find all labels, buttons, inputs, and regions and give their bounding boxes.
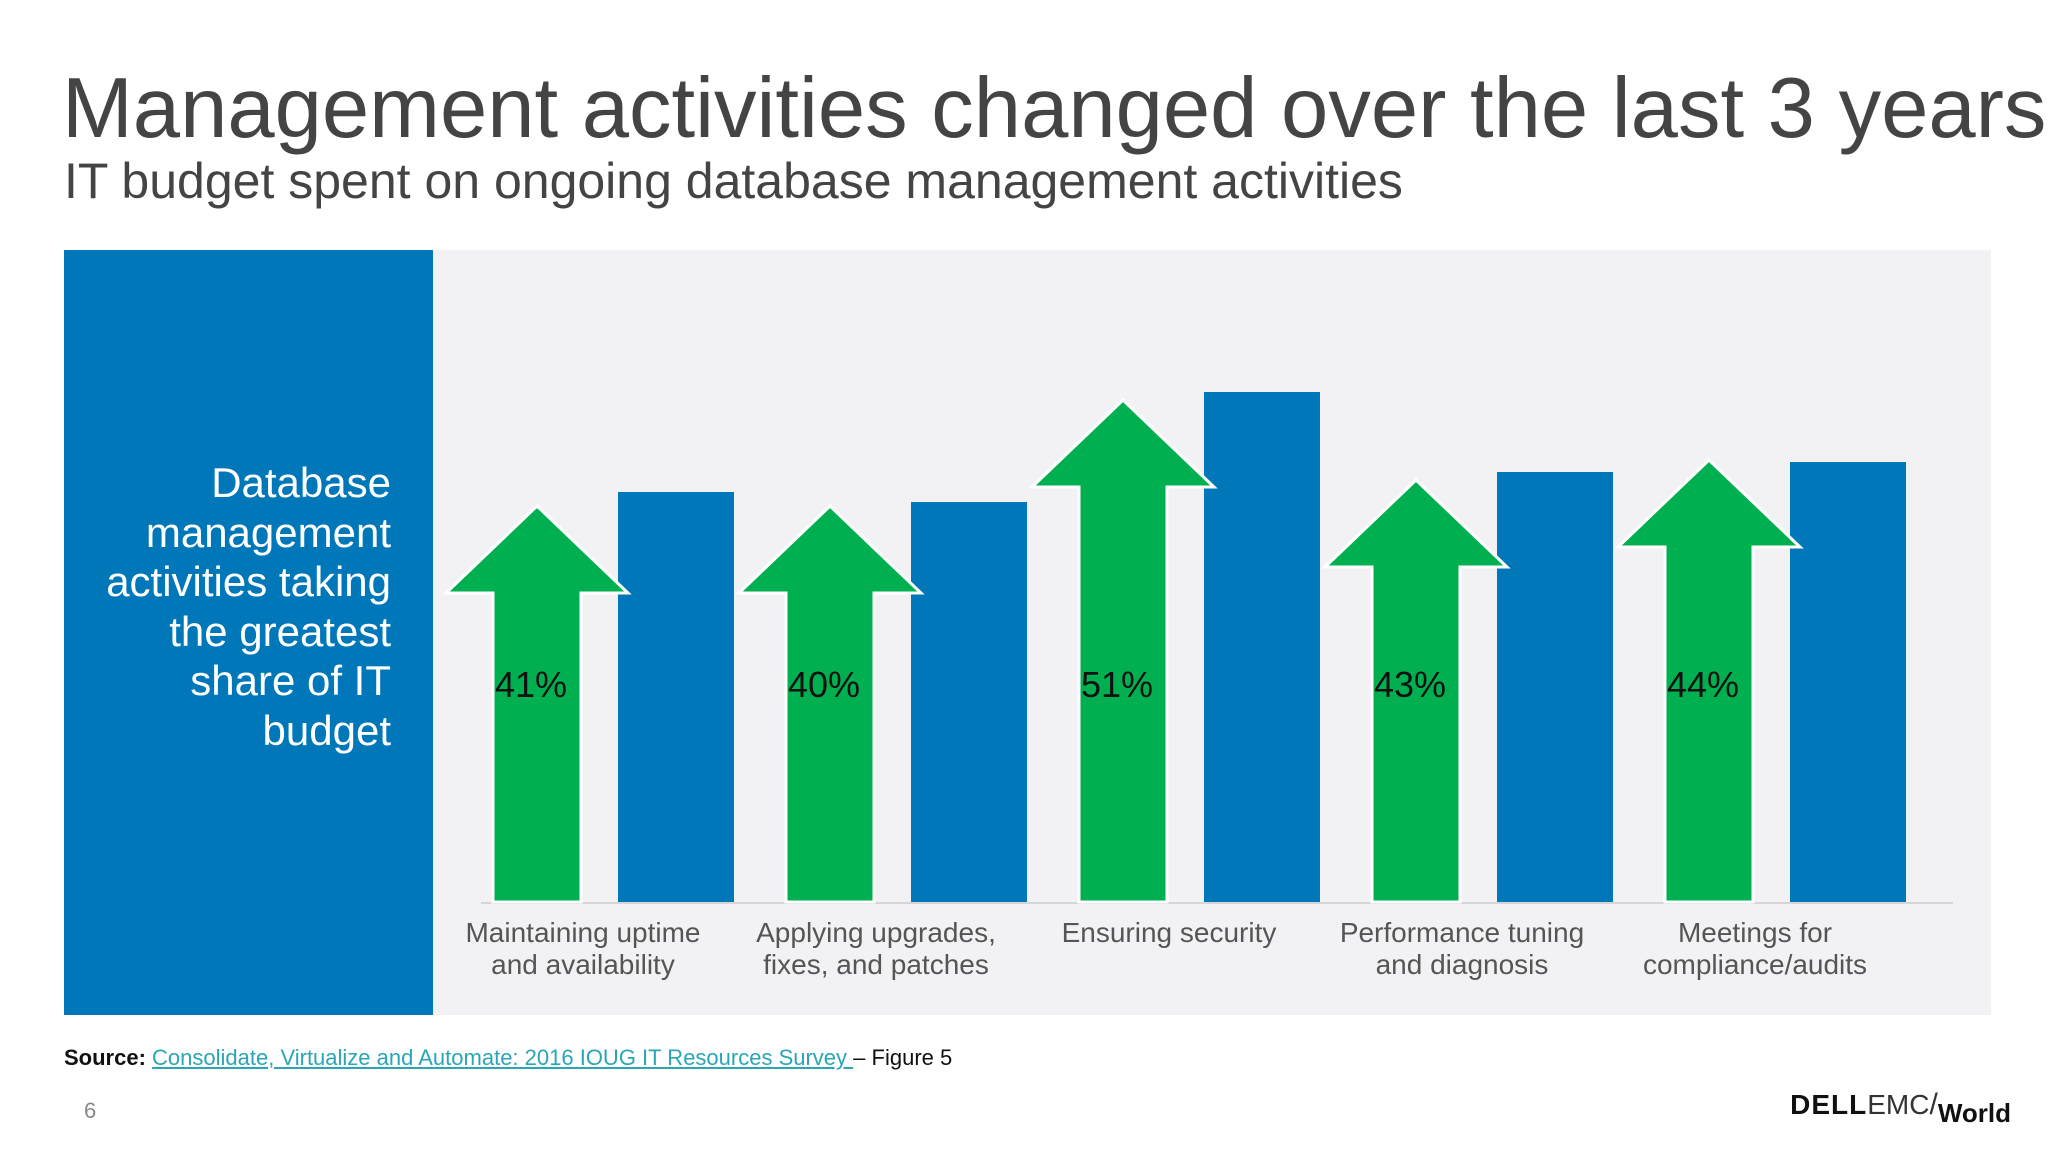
source-suffix: – Figure 5 <box>853 1045 953 1070</box>
category-label-1-1: fixes, and patches <box>763 949 989 980</box>
growth-arrow-0 <box>442 503 632 904</box>
value-label-2: 51% <box>1081 664 1153 705</box>
bar-0 <box>618 492 734 902</box>
page-subtitle: IT budget spent on ongoing database mana… <box>64 153 1403 209</box>
logo-emc: EMC <box>1867 1089 1930 1120</box>
logo-world: World <box>1937 1098 2011 1128</box>
dell-emc-world-logo: DELLEMC/World <box>1790 1088 2011 1128</box>
value-label-0: 41% <box>495 664 567 705</box>
category-label-1-0: Applying upgrades, <box>756 917 996 948</box>
logo-dell: DELL <box>1790 1089 1868 1120</box>
source-link[interactable]: Consolidate, Virtualize and Automate: 20… <box>152 1045 854 1070</box>
category-label-3-1: and diagnosis <box>1376 949 1549 980</box>
source-line: Source: Consolidate, Virtualize and Auto… <box>64 1045 952 1071</box>
category-label-4-1: compliance/audits <box>1643 949 1867 980</box>
category-label-3-0: Performance tuning <box>1340 917 1584 948</box>
side-panel: Database management activities taking th… <box>64 250 433 1015</box>
growth-arrow-4 <box>1614 457 1804 904</box>
category-label-2-0: Ensuring security <box>1062 917 1277 948</box>
logo-slash: / <box>1929 1088 1938 1121</box>
page-number: 6 <box>84 1098 97 1123</box>
value-label-4: 44% <box>1667 664 1739 705</box>
growth-arrow-1 <box>735 503 925 904</box>
bar-3 <box>1497 472 1613 902</box>
bar-2 <box>1204 392 1320 902</box>
value-label-1: 40% <box>788 664 860 705</box>
side-panel-text: Database management activities taking th… <box>106 459 391 754</box>
bar-4 <box>1790 462 1906 902</box>
growth-arrow-2 <box>1028 397 1218 904</box>
source-label: Source: <box>64 1045 146 1070</box>
bar-1 <box>911 502 1027 902</box>
category-label-4-0: Meetings for <box>1678 917 1832 948</box>
growth-arrow-3 <box>1321 477 1511 904</box>
category-label-0-1: and availability <box>491 949 675 980</box>
page-title: Management activities changed over the l… <box>62 61 2047 156</box>
category-label-0-0: Maintaining uptime <box>465 917 700 948</box>
value-label-3: 43% <box>1374 664 1446 705</box>
